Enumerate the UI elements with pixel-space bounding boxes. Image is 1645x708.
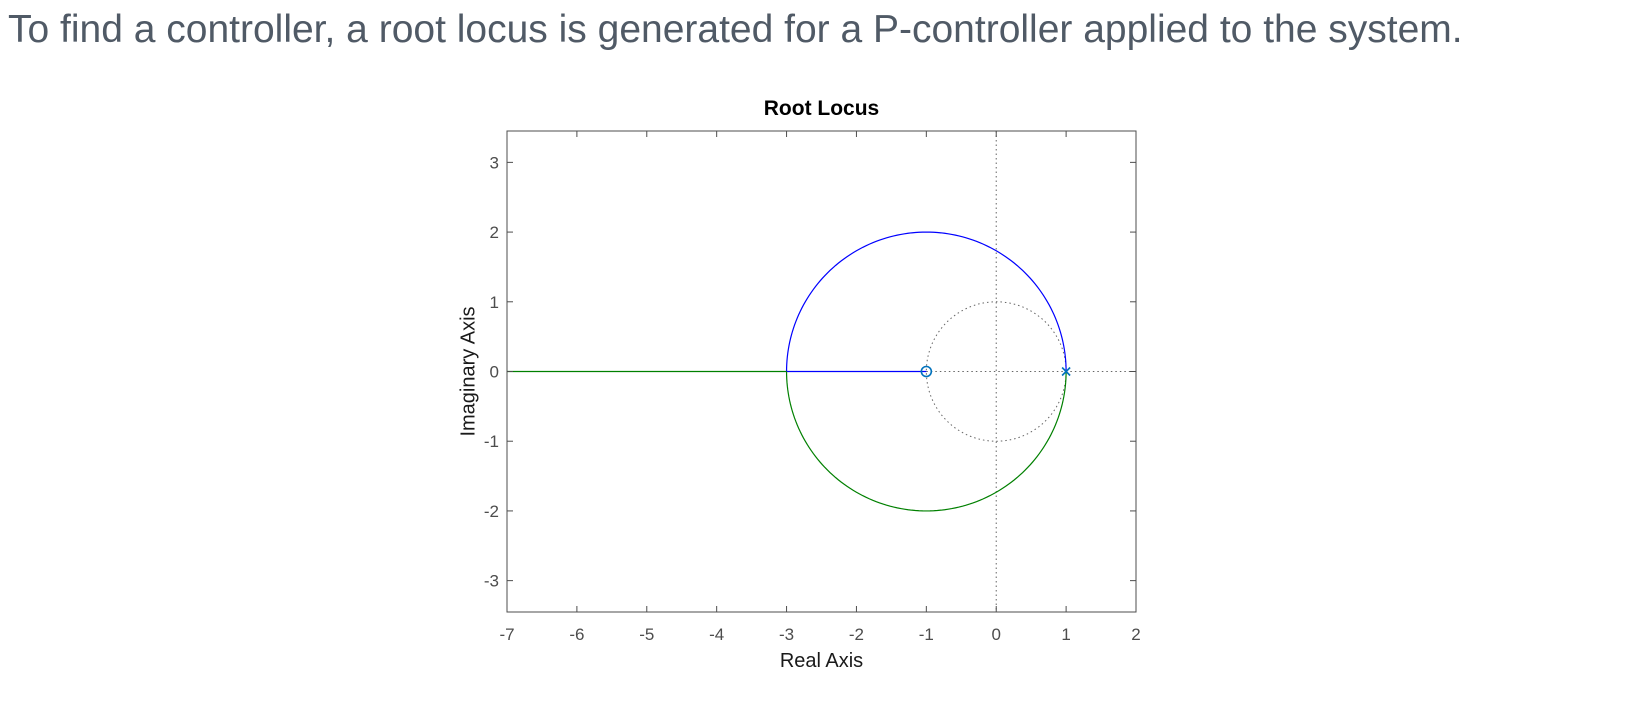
branch-1-arc — [785, 231, 1067, 372]
y-tick-label: 2 — [490, 223, 499, 242]
zero-marker — [920, 365, 933, 378]
pole-stroke-b — [1061, 366, 1071, 377]
intro-text: To find a controller, a root locus is ge… — [8, 8, 1463, 51]
x-tick-label: -5 — [639, 625, 654, 644]
locus-branches — [507, 231, 1067, 512]
y-tick-label: -3 — [484, 572, 499, 591]
x-tick-label: -3 — [779, 625, 794, 644]
y-axis-label: Imaginary Axis — [457, 306, 479, 436]
x-tick-label: -6 — [569, 625, 584, 644]
branch-2-arc — [785, 371, 1067, 512]
y-tick-label: -1 — [484, 432, 499, 451]
x-axis-label: Real Axis — [780, 650, 863, 672]
x-tick-label: 0 — [991, 625, 1000, 644]
y-tick-label: 1 — [490, 293, 499, 312]
x-tick-label: -4 — [709, 625, 724, 644]
x-tick-label: -7 — [499, 625, 514, 644]
x-tick-label: -2 — [849, 625, 864, 644]
x-tick-label: 2 — [1131, 625, 1140, 644]
chart-title: Root Locus — [764, 97, 880, 120]
y-tick-label: 3 — [490, 153, 499, 172]
x-tick-label: 1 — [1061, 625, 1070, 644]
pole-zero-markers — [920, 365, 1071, 378]
axis-ticks: -7 -6 -5 -4 -3 -2 -1 0 1 2 -3 -2 -1 0 1 2 3 — [484, 131, 1141, 644]
pole-marker — [1061, 366, 1071, 377]
y-tick-label: -2 — [484, 502, 499, 521]
x-tick-label: -1 — [919, 625, 934, 644]
y-tick-label: 0 — [490, 363, 499, 382]
